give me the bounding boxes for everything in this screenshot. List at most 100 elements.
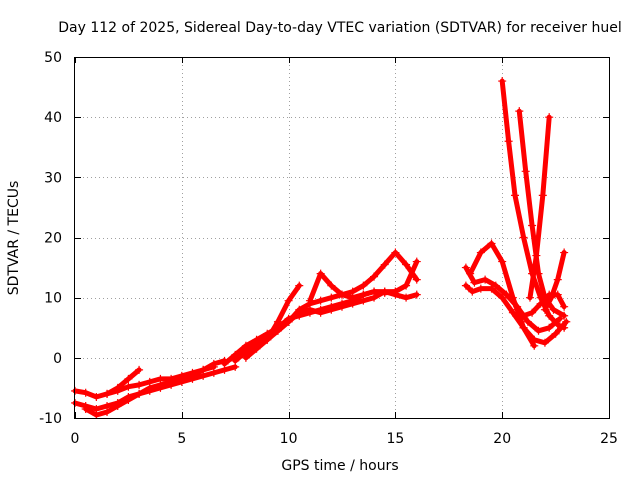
data-point — [391, 287, 400, 296]
data-point — [273, 317, 282, 326]
data-point — [553, 275, 562, 284]
y-axis-label: SDTVAR / TECUs — [6, 181, 22, 296]
data-point — [124, 374, 133, 383]
data-point — [188, 374, 197, 383]
data-point — [525, 293, 534, 302]
data-point — [513, 305, 522, 314]
data-point — [124, 382, 133, 391]
data-point — [412, 275, 421, 284]
data-point — [519, 323, 528, 332]
x-tick-label: 25 — [600, 431, 618, 447]
data-point — [81, 404, 90, 413]
data-point — [252, 344, 261, 353]
data-point — [177, 377, 186, 386]
data-point — [519, 311, 528, 320]
data-point — [481, 275, 490, 284]
data-point — [560, 323, 569, 332]
data-point — [412, 290, 421, 299]
data-point — [508, 308, 517, 317]
data-point — [532, 251, 541, 260]
data-point — [540, 338, 549, 347]
data-point — [284, 317, 293, 326]
data-point — [338, 290, 346, 299]
data-point — [502, 290, 511, 299]
x-tick-label: 5 — [177, 431, 186, 447]
data-point — [521, 167, 530, 176]
data-point — [380, 288, 389, 297]
data-point — [338, 302, 346, 311]
data-point — [545, 323, 554, 332]
data-point — [380, 260, 389, 269]
data-point — [103, 407, 112, 416]
series-trace — [527, 114, 552, 301]
data-point — [263, 335, 272, 344]
data-point — [327, 305, 336, 314]
data-point — [530, 341, 539, 350]
data-point — [305, 296, 314, 305]
data-point — [135, 365, 144, 374]
series-trace — [232, 289, 398, 364]
y-tick-label: 20 — [44, 231, 62, 247]
data-point — [468, 287, 477, 296]
data-point — [316, 269, 325, 278]
data-point — [209, 368, 218, 377]
data-point — [562, 317, 571, 326]
data-point — [534, 326, 543, 335]
data-point — [498, 77, 507, 86]
data-point — [553, 320, 562, 329]
data-point — [476, 284, 485, 293]
y-tick-label: 10 — [44, 291, 62, 307]
data-point — [402, 281, 411, 290]
series-pass-4 — [103, 365, 144, 398]
y-tick-label: 40 — [44, 110, 62, 126]
data-point — [476, 248, 485, 257]
data-point — [402, 293, 411, 302]
series-pass-3 — [81, 362, 240, 419]
x-tick-label: 20 — [493, 431, 511, 447]
data-point — [295, 305, 304, 314]
series-pass-8 — [263, 281, 304, 344]
ticks: 0 5 10 15 20 25 -10 0 10 20 30 40 50 — [39, 50, 618, 447]
data-point — [391, 248, 400, 257]
data-point — [156, 383, 165, 392]
data-point — [498, 293, 507, 302]
data-point — [370, 272, 379, 281]
data-point — [135, 389, 144, 398]
data-point — [199, 371, 208, 380]
data-point — [560, 248, 569, 257]
series-trace — [264, 283, 302, 343]
series-pass-10 — [461, 281, 571, 347]
series-pass-9 — [305, 257, 421, 305]
series-trace — [104, 367, 142, 397]
data-point — [491, 281, 500, 290]
data-point — [284, 296, 293, 305]
series-pass-16 — [525, 113, 554, 302]
y-tick-label: 50 — [44, 50, 62, 66]
data-point — [470, 278, 479, 287]
data-point — [113, 401, 122, 410]
data-point — [523, 317, 532, 326]
x-axis-label: GPS time / hours — [281, 458, 398, 474]
data-point — [504, 137, 513, 146]
data-point — [402, 260, 411, 269]
data-point — [167, 380, 176, 389]
data-point — [508, 293, 517, 302]
data-point — [560, 311, 569, 320]
chart-title: Day 112 of 2025, Sidereal Day-to-day VTE… — [58, 20, 621, 36]
series-pass-14 — [515, 107, 569, 320]
x-tick-label: 10 — [280, 431, 298, 447]
data-point — [515, 107, 524, 116]
data-point — [92, 410, 101, 419]
series-pass-17 — [540, 248, 569, 314]
x-tick-label: 15 — [386, 431, 404, 447]
data-point — [528, 221, 537, 230]
x-tick-label: 0 — [71, 431, 80, 447]
data-point — [511, 191, 520, 200]
data-point — [553, 290, 562, 299]
data-point — [545, 311, 554, 320]
plot-frame — [74, 57, 610, 419]
data-point — [545, 113, 554, 122]
data-point — [295, 281, 304, 290]
data-point — [547, 293, 556, 302]
